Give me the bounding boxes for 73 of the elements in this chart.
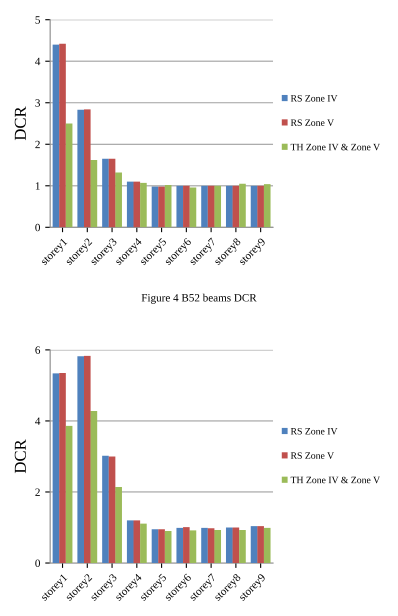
bar	[158, 186, 165, 228]
y-tick-label: 6	[35, 346, 40, 354]
y-tick-label: 0	[35, 559, 40, 567]
legend-label: TH Zone IV & Zone V	[290, 144, 380, 150]
bar	[52, 44, 60, 228]
bar	[257, 186, 264, 228]
bar	[108, 158, 116, 228]
bar	[239, 184, 246, 228]
bar	[158, 529, 165, 564]
bar	[183, 186, 190, 228]
bar	[108, 456, 116, 564]
bar	[190, 530, 196, 564]
bar	[190, 187, 196, 228]
bar	[90, 160, 98, 228]
bar	[66, 426, 72, 564]
bar	[208, 528, 214, 564]
bar	[90, 410, 98, 564]
bar	[183, 527, 190, 564]
bar	[239, 530, 246, 564]
bar	[84, 109, 91, 228]
legend-label: RS Zone IV	[290, 428, 338, 435]
legend-label: RS Zone IV	[290, 95, 338, 102]
y-tick-label: 5	[36, 16, 40, 24]
bar	[232, 186, 240, 228]
bar	[115, 487, 122, 564]
bar	[264, 528, 271, 564]
bar	[134, 182, 140, 228]
bar	[176, 528, 184, 564]
bar	[84, 356, 91, 564]
bar	[232, 528, 240, 564]
bar	[134, 520, 140, 564]
bar	[77, 356, 84, 564]
bar	[264, 184, 271, 228]
y-tick-label: 2	[35, 140, 40, 148]
legend-label: TH Zone IV & Zone V	[290, 476, 380, 484]
bar	[208, 186, 214, 228]
y-axis-title: DCR	[14, 106, 26, 140]
bar	[77, 110, 84, 228]
bar	[59, 44, 66, 228]
bar	[140, 524, 147, 564]
bar	[140, 182, 147, 228]
bar	[102, 158, 109, 228]
bar	[201, 528, 208, 564]
bar	[226, 528, 233, 564]
bar	[115, 172, 122, 228]
y-tick-label: 4	[35, 58, 40, 66]
bar	[214, 186, 222, 228]
bar	[59, 372, 66, 564]
y-axis-title: DCR	[14, 439, 26, 474]
bar	[257, 526, 264, 564]
bar	[164, 184, 172, 228]
bar	[102, 456, 109, 564]
bar	[214, 530, 222, 564]
bar	[164, 531, 172, 564]
bar	[176, 186, 184, 228]
bar	[126, 520, 134, 564]
bar	[226, 186, 233, 228]
bar	[66, 124, 72, 228]
y-tick-label: 1	[36, 182, 40, 190]
bar	[250, 526, 258, 564]
y-tick-label: 4	[35, 417, 40, 425]
bar	[152, 529, 158, 564]
y-tick-label: 3	[35, 99, 40, 107]
y-tick-label: 2	[35, 488, 40, 496]
bar	[201, 186, 208, 228]
bar	[250, 186, 258, 228]
bar	[126, 182, 134, 228]
legend-label: RS Zone V	[290, 119, 334, 126]
bar	[52, 373, 60, 564]
caption: Figure 4 B52 beams DCR	[142, 294, 257, 304]
legend-label: RS Zone V	[290, 452, 334, 459]
y-tick-label: 0	[35, 224, 40, 232]
bar	[152, 186, 158, 228]
